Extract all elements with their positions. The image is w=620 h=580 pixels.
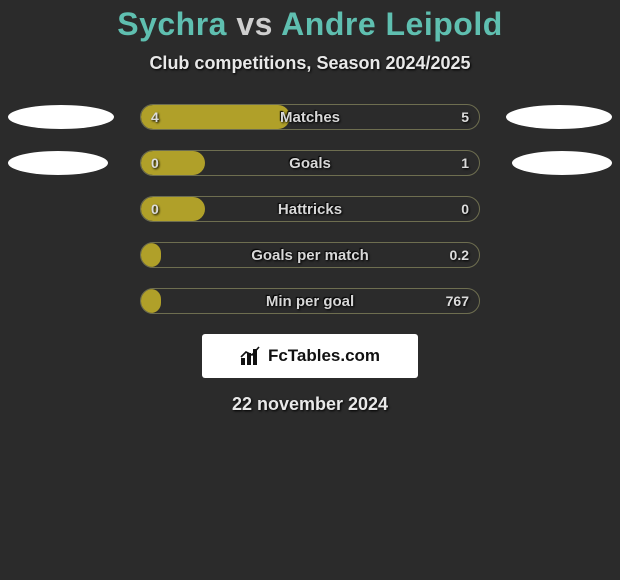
stat-row: 767Min per goal bbox=[0, 288, 620, 314]
stat-bar-fill bbox=[141, 243, 161, 267]
player2-ellipse bbox=[512, 151, 612, 175]
chart-title: Sychra vs Andre Leipold bbox=[0, 6, 620, 43]
vs-separator: vs bbox=[236, 6, 273, 42]
stat-bar: 00Hattricks bbox=[140, 196, 480, 222]
stat-bar: 767Min per goal bbox=[140, 288, 480, 314]
brand-text: FcTables.com bbox=[268, 346, 380, 366]
stat-bar-fill bbox=[141, 197, 205, 221]
stat-right-value: 1 bbox=[461, 151, 469, 175]
stat-label: Min per goal bbox=[141, 289, 479, 313]
player1-ellipse bbox=[8, 151, 108, 175]
stat-rows: 45Matches 01Goals 00Hattricks 0.2Goals per … bbox=[0, 104, 620, 314]
stat-row: 45Matches bbox=[0, 104, 620, 130]
player2-ellipse bbox=[506, 105, 612, 129]
stat-right-value: 0 bbox=[461, 197, 469, 221]
player1-ellipse bbox=[8, 105, 114, 129]
brand-chart-icon bbox=[240, 346, 262, 366]
player1-name: Sychra bbox=[117, 6, 227, 42]
stat-bar: 0.2Goals per match bbox=[140, 242, 480, 268]
stat-bar: 45Matches bbox=[140, 104, 480, 130]
stat-row: 00Hattricks bbox=[0, 196, 620, 222]
stat-bar-fill bbox=[141, 105, 290, 129]
stat-bar-fill bbox=[141, 151, 205, 175]
stat-row: 0.2Goals per match bbox=[0, 242, 620, 268]
comparison-chart: Sychra vs Andre Leipold Club competition… bbox=[0, 0, 620, 415]
stat-row: 01Goals bbox=[0, 150, 620, 176]
stat-right-value: 0.2 bbox=[450, 243, 469, 267]
stat-right-value: 5 bbox=[461, 105, 469, 129]
chart-subtitle: Club competitions, Season 2024/2025 bbox=[0, 53, 620, 74]
stat-right-value: 767 bbox=[446, 289, 469, 313]
player2-name: Andre Leipold bbox=[281, 6, 503, 42]
stat-label: Goals per match bbox=[141, 243, 479, 267]
stat-bar: 01Goals bbox=[140, 150, 480, 176]
brand-badge: FcTables.com bbox=[202, 334, 418, 378]
date-text: 22 november 2024 bbox=[0, 394, 620, 415]
stat-bar-fill bbox=[141, 289, 161, 313]
